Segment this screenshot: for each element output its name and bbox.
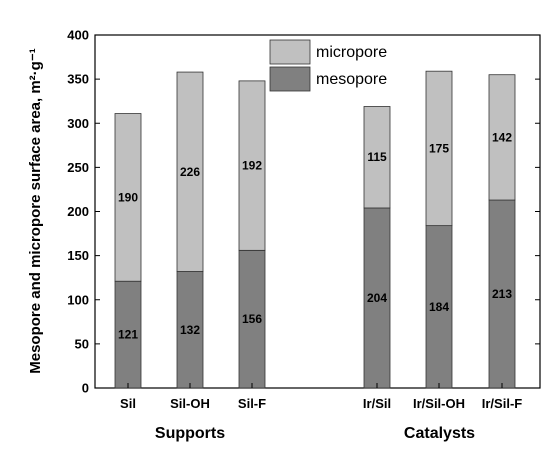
bar-value-label: 121	[118, 328, 138, 342]
legend: micropore mesopore	[269, 39, 387, 92]
bar-mesopore-3	[363, 207, 391, 389]
bar-micropore-5	[488, 74, 516, 201]
y-tick-label: 200	[67, 204, 89, 219]
x-tick-label: Ir/Sil-OH	[413, 396, 465, 411]
bar-value-label: 175	[429, 141, 449, 155]
bar-mesopore-5	[488, 199, 516, 389]
legend-swatch-micropore	[269, 39, 311, 65]
y-tick-label: 50	[75, 336, 89, 351]
y-axis: 0 50 100 150 200 250 300 350 400	[67, 28, 540, 396]
y-tick-label: 400	[67, 28, 89, 43]
bar-micropore-1	[176, 71, 204, 272]
bar-micropore-0	[114, 113, 142, 282]
y-tick-label: 300	[67, 116, 89, 131]
bar-micropore-2	[238, 80, 266, 251]
x-axis: Sil Sil-OH Sil-F Ir/Sil Ir/Sil-OH Ir/Sil-F Sup…	[120, 383, 522, 442]
group-label: Catalysts	[404, 425, 475, 442]
legend-swatch-mesopore	[269, 66, 311, 92]
y-tick-label: 0	[82, 381, 89, 396]
bar-value-label: 142	[492, 130, 512, 144]
bar-value-label: 115	[367, 150, 387, 164]
y-tick-label: 250	[67, 160, 89, 175]
x-tick-label: Sil-F	[238, 396, 266, 411]
y-tick-label: 150	[67, 248, 89, 263]
bar-mesopore-4	[425, 225, 453, 389]
bar-value-label: 213	[492, 287, 512, 301]
y-tick-label: 350	[67, 72, 89, 87]
x-tick-label: Ir/Sil-F	[482, 396, 523, 411]
x-tick-label: Sil-OH	[170, 396, 210, 411]
bar-value-label: 132	[180, 323, 200, 337]
bar-value-label: 156	[242, 312, 262, 326]
x-tick-label: Ir/Sil	[363, 396, 391, 411]
bar-micropore-3	[363, 106, 391, 209]
bar-value-label: 192	[242, 159, 262, 173]
bar-value-label: 184	[429, 300, 449, 314]
bars-layer: 121 190 132 226 156 192 204 115 184 175 213 142	[114, 70, 516, 389]
group-label: Supports	[155, 425, 225, 442]
bar-value-label: 204	[367, 291, 387, 305]
bar-value-label: 226	[180, 165, 200, 179]
x-tick-label: Sil	[120, 396, 136, 411]
y-tick-label: 100	[67, 292, 89, 307]
legend-label-mesopore: mesopore	[316, 71, 387, 88]
legend-label-micropore: micropore	[316, 44, 387, 61]
bar-micropore-4	[425, 70, 453, 227]
bar-value-label: 190	[118, 190, 138, 204]
y-axis-label: Mesopore and micropore surface area, m²·…	[27, 48, 44, 374]
